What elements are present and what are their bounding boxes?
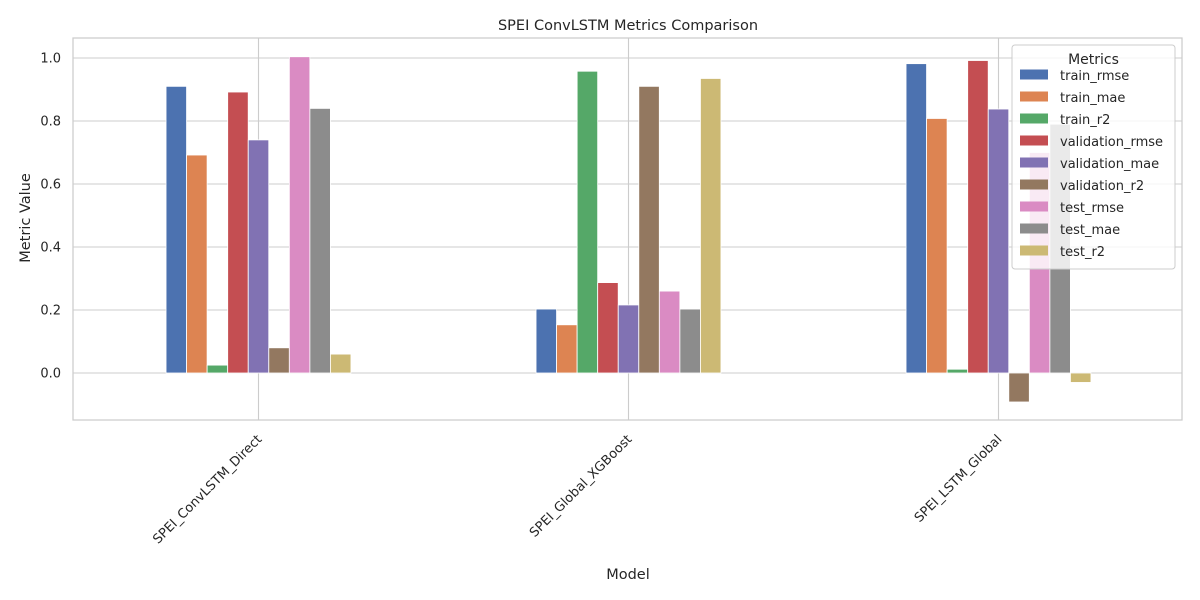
bar-train_r2-1 bbox=[576, 70, 599, 374]
bar-test_mae-1 bbox=[679, 308, 701, 374]
y-tick-label: 1.0 bbox=[40, 52, 61, 67]
legend-swatch-test_rmse bbox=[1020, 201, 1048, 212]
legend-label-test_mae: test_mae bbox=[1060, 223, 1120, 238]
bar-validation_mae-2 bbox=[987, 108, 1010, 374]
bar-validation_rmse-1 bbox=[597, 282, 619, 374]
bar-train_rmse-1 bbox=[535, 308, 557, 374]
y-tick-label: 0.8 bbox=[40, 115, 61, 130]
chart-title: SPEI ConvLSTM Metrics Comparison bbox=[498, 18, 758, 34]
y-tick-label: 0.6 bbox=[40, 178, 61, 193]
legend-swatch-train_mae bbox=[1020, 91, 1048, 102]
legend-label-train_r2: train_r2 bbox=[1060, 113, 1110, 128]
plot-frame bbox=[72, 37, 1183, 421]
legend-swatch-train_rmse bbox=[1020, 69, 1048, 80]
legend-swatch-train_r2 bbox=[1020, 113, 1048, 124]
bar-validation_rmse-0 bbox=[227, 91, 249, 374]
y-tick-label: 0.0 bbox=[40, 367, 61, 382]
bar-validation_mae-1 bbox=[617, 304, 640, 374]
legend-swatch-test_mae bbox=[1020, 223, 1048, 234]
bar-test_r2-2 bbox=[1070, 372, 1092, 383]
bar-train_r2-0 bbox=[206, 364, 229, 374]
y-tick-label: 0.4 bbox=[40, 241, 61, 256]
bar-train_rmse-0 bbox=[165, 85, 187, 374]
legend-title: Metrics bbox=[1068, 52, 1119, 68]
bar-validation_mae-0 bbox=[247, 139, 270, 374]
legend-box bbox=[1011, 44, 1176, 270]
bar-validation_r2-0 bbox=[268, 347, 290, 374]
legend-swatch-validation_rmse bbox=[1020, 135, 1048, 146]
bar-test_mae-0 bbox=[309, 108, 331, 374]
legend-label-validation_r2: validation_r2 bbox=[1060, 179, 1144, 194]
bar-test_r2-0 bbox=[330, 353, 352, 374]
bar-test_rmse-0 bbox=[288, 56, 311, 374]
legend-label-test_r2: test_r2 bbox=[1060, 245, 1105, 260]
y-tick-labels: 0.0 0.2 0.4 0.6 0.8 1.0 bbox=[40, 52, 61, 382]
bar-validation_r2-2 bbox=[1008, 372, 1030, 403]
bar-test_rmse-1 bbox=[658, 290, 681, 374]
legend-label-validation_mae: validation_mae bbox=[1060, 157, 1159, 172]
legend-label-train_mae: train_mae bbox=[1060, 91, 1125, 106]
bar-train_mae-2 bbox=[926, 118, 948, 374]
legend-label-train_rmse: train_rmse bbox=[1060, 69, 1129, 84]
legend-swatch-validation_mae bbox=[1020, 157, 1048, 168]
legend-label-validation_rmse: validation_rmse bbox=[1060, 135, 1163, 150]
bar-train_rmse-2 bbox=[905, 63, 927, 374]
bar-validation_rmse-2 bbox=[967, 60, 989, 374]
y-axis-label: Metric Value bbox=[18, 173, 34, 263]
bar-train_r2-2 bbox=[946, 368, 969, 374]
legend-swatch-validation_r2 bbox=[1020, 179, 1048, 190]
bar-train_mae-1 bbox=[556, 324, 578, 374]
y-tick-label: 0.2 bbox=[40, 304, 61, 319]
bar-train_mae-0 bbox=[186, 154, 208, 374]
x-axis-label: Model bbox=[606, 567, 650, 583]
legend-swatch-test_r2 bbox=[1020, 245, 1048, 256]
legend-label-test_rmse: test_rmse bbox=[1060, 201, 1124, 216]
bar-test_r2-1 bbox=[700, 78, 722, 374]
bar-validation_r2-1 bbox=[638, 85, 660, 374]
